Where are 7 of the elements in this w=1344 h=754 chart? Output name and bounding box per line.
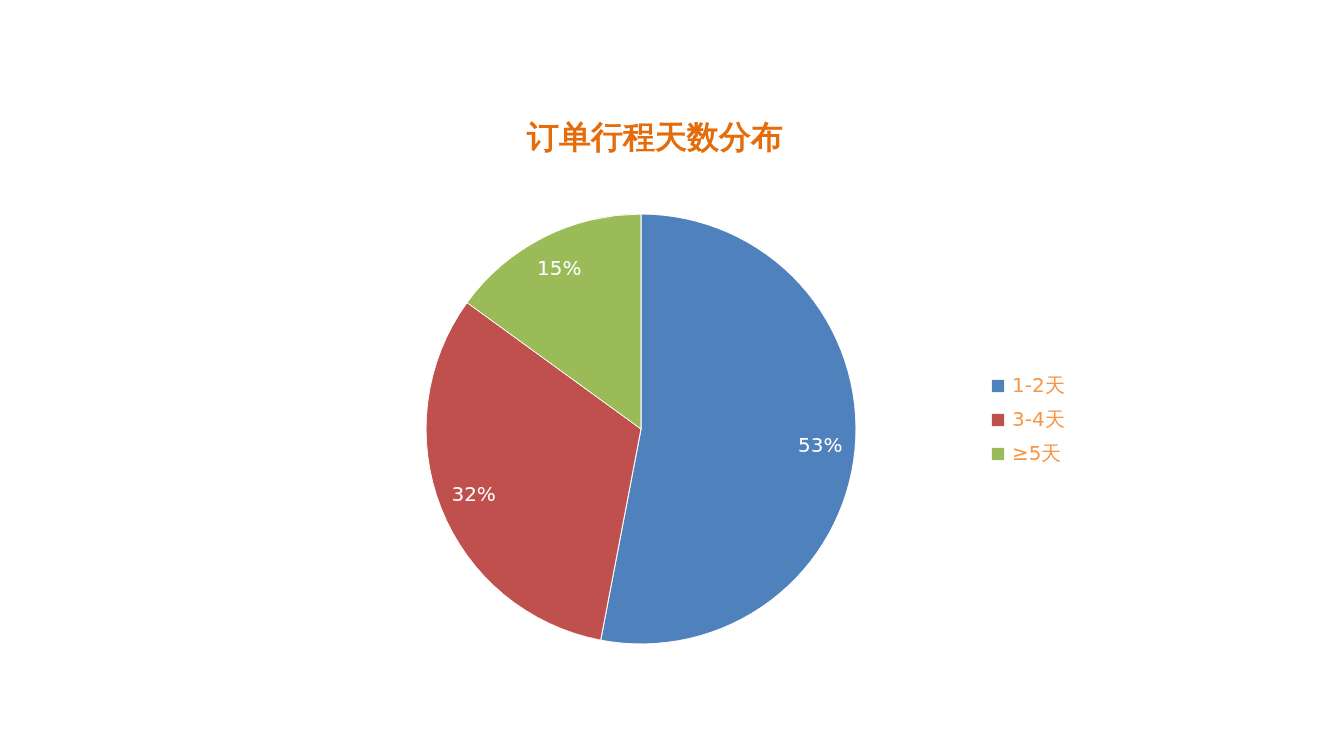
legend-label: 1-2天 bbox=[1012, 373, 1065, 397]
chart-title: 订单行程天数分布 bbox=[526, 118, 783, 156]
data-label: 53% bbox=[797, 432, 843, 457]
legend-label: ≥5天 bbox=[1012, 441, 1062, 465]
data-label: 15% bbox=[537, 255, 582, 280]
legend-label: 3-4天 bbox=[1012, 407, 1065, 431]
data-label: 32% bbox=[451, 482, 496, 507]
